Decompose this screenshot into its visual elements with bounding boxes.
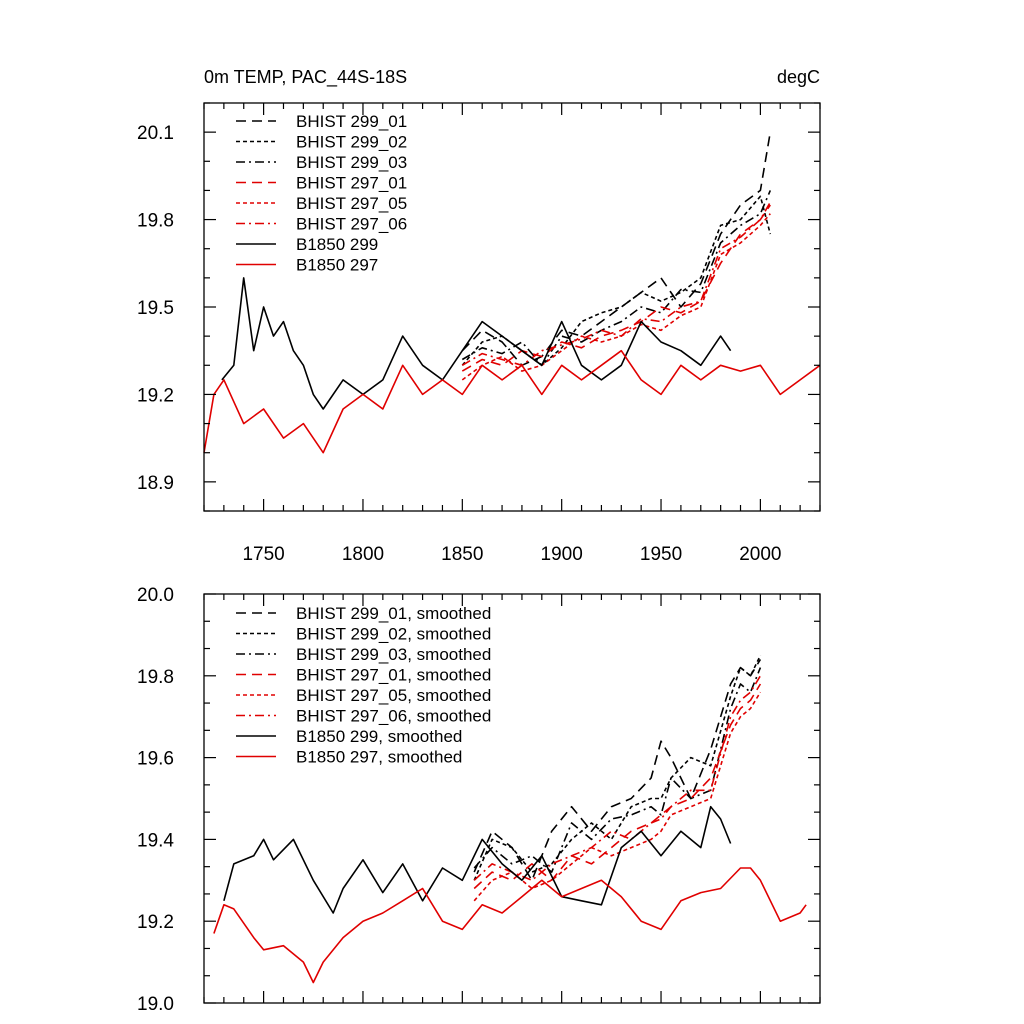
legend-label: BHIST 297_06 xyxy=(296,215,407,234)
series-line-1-2 xyxy=(473,667,762,873)
chart-title: 0m TEMP, PAC_44S-18S xyxy=(204,67,407,88)
legend-label: BHIST 297_05 xyxy=(296,194,407,213)
x-tick-label: 1800 xyxy=(342,544,384,565)
series-line-1-7 xyxy=(213,867,807,984)
y-tick-label: 18.9 xyxy=(137,473,174,494)
y-tick-label: 19.8 xyxy=(137,211,174,232)
chart-units: degC xyxy=(777,67,820,87)
legend-label: B1850 297, smoothed xyxy=(296,748,462,767)
x-tick-label: 1850 xyxy=(441,544,483,565)
legend-label: BHIST 299_03, smoothed xyxy=(296,645,491,664)
x-tick-label: 2000 xyxy=(739,544,781,565)
legend-label: B1850 299 xyxy=(296,235,378,254)
legend-label: BHIST 299_02 xyxy=(296,133,407,152)
y-tick-label: 19.6 xyxy=(137,749,174,770)
y-tick-label: 19.2 xyxy=(137,385,174,406)
legend-label: BHIST 297_05, smoothed xyxy=(296,686,491,705)
y-tick-label: 20.0 xyxy=(137,585,174,606)
y-tick-label: 19.4 xyxy=(137,830,174,851)
series-line-1-0 xyxy=(473,658,762,882)
series-line-1-6 xyxy=(223,805,732,914)
legend-label: BHIST 299_01 xyxy=(296,112,407,131)
y-tick-label: 20.1 xyxy=(137,123,174,144)
series-line-0-7 xyxy=(203,349,821,454)
legend-label: BHIST 297_01, smoothed xyxy=(296,666,491,685)
series-line-0-6 xyxy=(221,277,732,410)
series-line-1-4 xyxy=(473,691,762,902)
plot-frame xyxy=(203,593,821,1004)
y-tick-label: 19.8 xyxy=(137,667,174,688)
series-line-0-0 xyxy=(461,131,772,367)
series-line-1-3 xyxy=(473,683,762,890)
y-tick-label: 19.0 xyxy=(137,994,174,1015)
legend-label: BHIST 299_03 xyxy=(296,153,407,172)
y-tick-label: 19.2 xyxy=(137,912,174,933)
legend-label: BHIST 299_01, smoothed xyxy=(296,604,491,623)
series-line-0-3 xyxy=(461,204,771,372)
y-tick-label: 19.5 xyxy=(137,298,174,319)
legend-label: B1850 297 xyxy=(296,256,378,275)
top-chart: 1750 1800 1850 1900 1950 2000 18.9 19.2 19.5 19.8… xyxy=(137,67,821,565)
x-tick-label: 1900 xyxy=(541,544,583,565)
x-tick-label: 1750 xyxy=(242,544,284,565)
bottom-chart: 19.0 19.2 19.4 19.6 19.8 20.0 BHIST 299_01, sm… xyxy=(137,585,821,1015)
series-line-0-5 xyxy=(461,201,771,367)
series-line-1-1 xyxy=(473,654,762,881)
legend-label: BHIST 297_01 xyxy=(296,174,407,193)
legend-label: BHIST 299_02, smoothed xyxy=(296,625,491,644)
legend-label: BHIST 297_06, smoothed xyxy=(296,707,491,726)
legend-label: B1850 299, smoothed xyxy=(296,727,462,746)
series-line-0-1 xyxy=(461,195,772,367)
x-tick-label: 1950 xyxy=(640,544,682,565)
